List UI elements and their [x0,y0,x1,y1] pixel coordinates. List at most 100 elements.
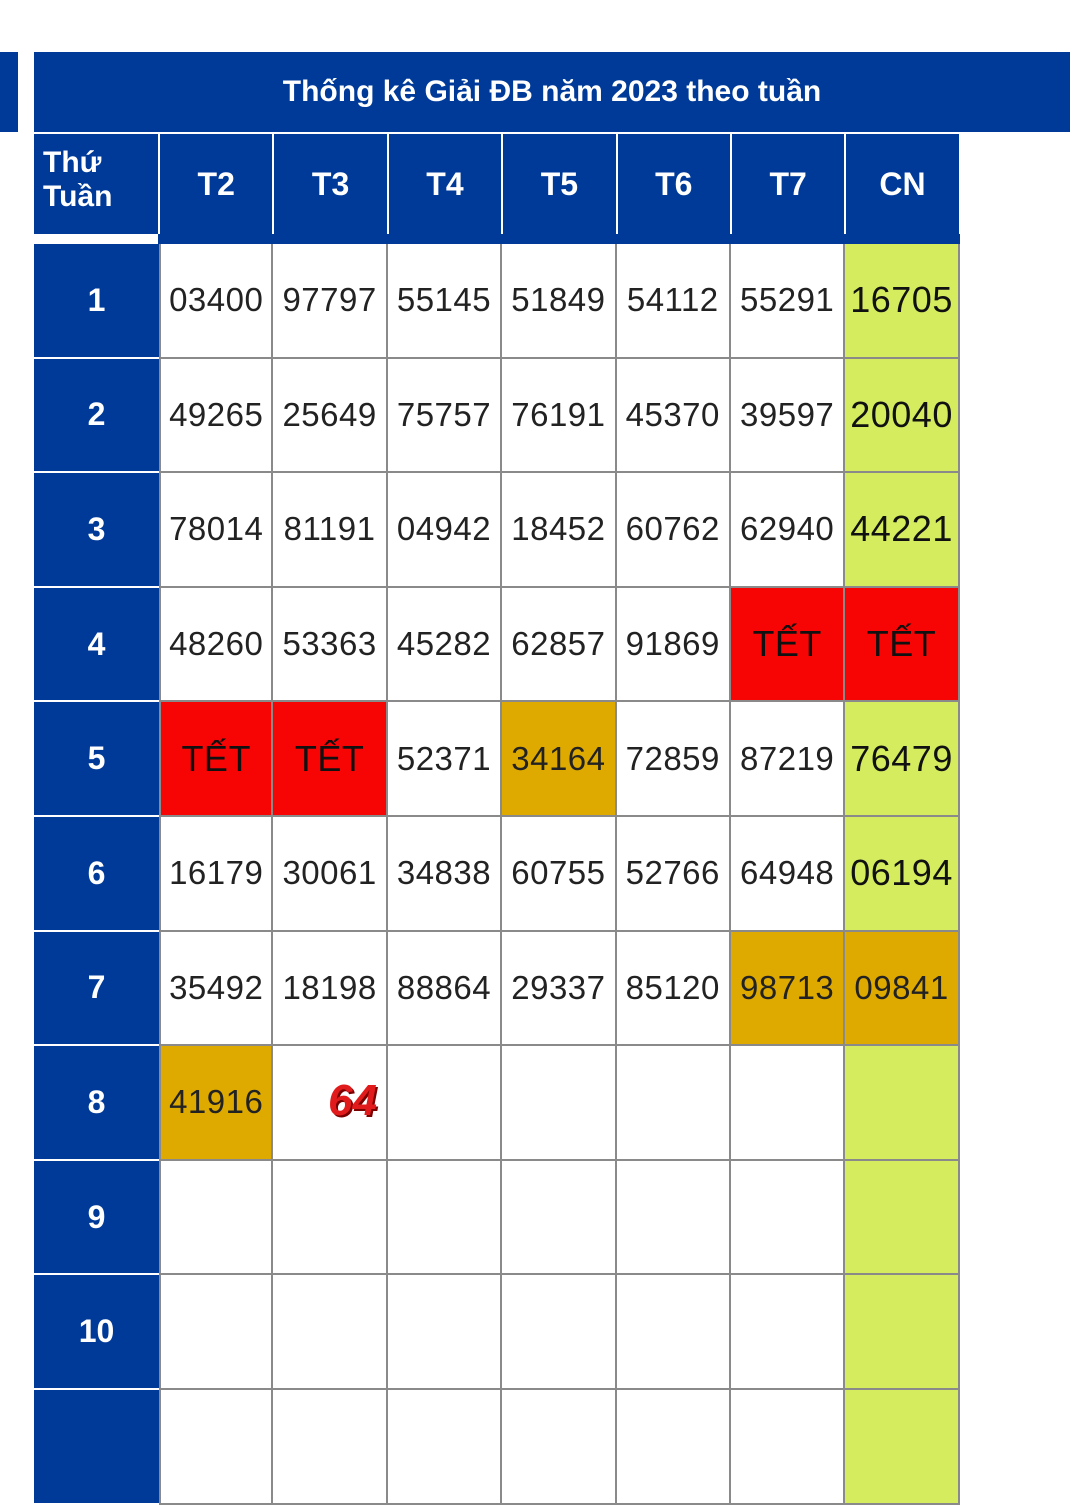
handwritten-annotation: 64 [328,1076,377,1125]
result-cell: 72859 [616,702,731,817]
empty-cell [387,1275,503,1390]
empty-cell [273,1046,388,1161]
empty-cell [616,1046,731,1161]
result-cell: 16705 [845,244,960,359]
corner-label: Thứ Tuần [34,134,158,238]
result-cell: 55291 [730,244,846,359]
corner-label-week: Tuần [43,180,113,213]
result-cell: 20040 [845,358,960,474]
week-number: 10 [34,1275,159,1390]
empty-cell [502,1275,617,1390]
left-edge-tab [0,52,18,132]
result-cell: 35492 [159,931,274,1047]
empty-cell [616,1275,731,1390]
empty-cell [502,1160,617,1276]
result-cell: 55145 [387,244,503,359]
empty-cell [845,1389,960,1505]
result-cell: 18198 [273,931,388,1047]
tet-cell: TẾT [730,587,846,703]
table-row: 1 03400 97797 55145 51849 54112 55291 16705 [34,244,960,359]
result-cell: 87219 [730,702,846,817]
day-header: T6 [615,134,730,234]
result-cell: 34838 [387,816,503,932]
empty-cell [159,1275,274,1390]
empty-cell [387,1160,503,1276]
result-cell: 39597 [730,358,846,474]
day-header: CN [844,134,959,234]
empty-cell [616,1389,731,1505]
empty-cell [273,1160,388,1276]
result-cell: 88864 [387,931,503,1047]
result-cell: 64948 [730,816,846,932]
result-cell: 44221 [845,473,960,588]
table-row: 6 16179 30061 34838 60755 52766 64948 06194 [34,816,960,932]
result-cell: 03400 [159,244,274,359]
result-cell: 45370 [616,358,731,474]
result-cell: 81191 [273,473,388,588]
empty-cell [845,1046,960,1161]
result-cell: 54112 [616,244,731,359]
result-cell: 85120 [616,931,731,1047]
table-title: Thống kê Giải ĐB năm 2023 theo tuần [34,52,1070,132]
empty-cell [730,1160,846,1276]
tet-cell: TẾT [273,702,388,817]
week-number: 5 [34,702,159,817]
empty-cell [730,1389,846,1505]
day-header: T2 [158,134,273,234]
empty-cell [387,1046,503,1161]
corner-label-day: Thứ [43,146,102,179]
result-cell: 29337 [502,931,617,1047]
empty-cell [845,1160,960,1276]
week-number: 9 [34,1160,159,1276]
result-cell: 52766 [616,816,731,932]
results-grid: 1 03400 97797 55145 51849 54112 55291 16705 2 492… [34,244,960,1505]
result-cell: 52371 [387,702,503,817]
tet-cell: TẾT [159,702,274,817]
table-row: 3 78014 81191 04942 18452 60762 62940 44221 [34,473,960,588]
day-header: T3 [272,134,387,234]
empty-cell [845,1275,960,1390]
result-cell: 75757 [387,358,503,474]
week-number: 8 [34,1046,159,1161]
table-row: 10 [34,1275,960,1390]
result-cell: 49265 [159,358,274,474]
day-header: T4 [386,134,502,234]
tet-cell: TẾT [845,587,960,703]
table-row: 2 49265 25649 75757 76191 45370 39597 20040 [34,358,960,474]
result-cell: 78014 [159,473,274,588]
empty-cell [502,1389,617,1505]
result-cell: 48260 [159,587,274,703]
empty-cell [730,1046,846,1161]
week-number: 3 [34,473,159,588]
result-cell: 76191 [502,358,617,474]
week-number: 2 [34,358,159,474]
week-number: 4 [34,587,159,703]
result-cell: 06194 [845,816,960,932]
result-cell: 60755 [502,816,617,932]
day-header: T5 [501,134,616,234]
result-cell: 98713 [730,931,846,1047]
empty-cell [273,1275,388,1390]
day-header: T7 [729,134,845,234]
empty-cell [159,1389,274,1505]
result-cell: 62940 [730,473,846,588]
table-row: 8 41916 [34,1046,960,1161]
result-cell: 53363 [273,587,388,703]
table-row: 9 [34,1160,960,1276]
empty-cell [616,1160,731,1276]
empty-cell [159,1160,274,1276]
table-row: 5 TẾT TẾT 52371 34164 72859 87219 76479 [34,702,960,817]
empty-cell [502,1046,617,1161]
result-cell: 62857 [502,587,617,703]
result-cell: 45282 [387,587,503,703]
result-cell: 97797 [273,244,388,359]
result-cell: 30061 [273,816,388,932]
week-number [34,1389,159,1505]
empty-cell [387,1389,503,1505]
empty-cell [273,1389,388,1505]
empty-cell [730,1275,846,1390]
header-divider [158,234,960,244]
result-cell: 76479 [845,702,960,817]
result-cell: 41916 [159,1046,274,1161]
result-cell: 34164 [502,702,617,817]
